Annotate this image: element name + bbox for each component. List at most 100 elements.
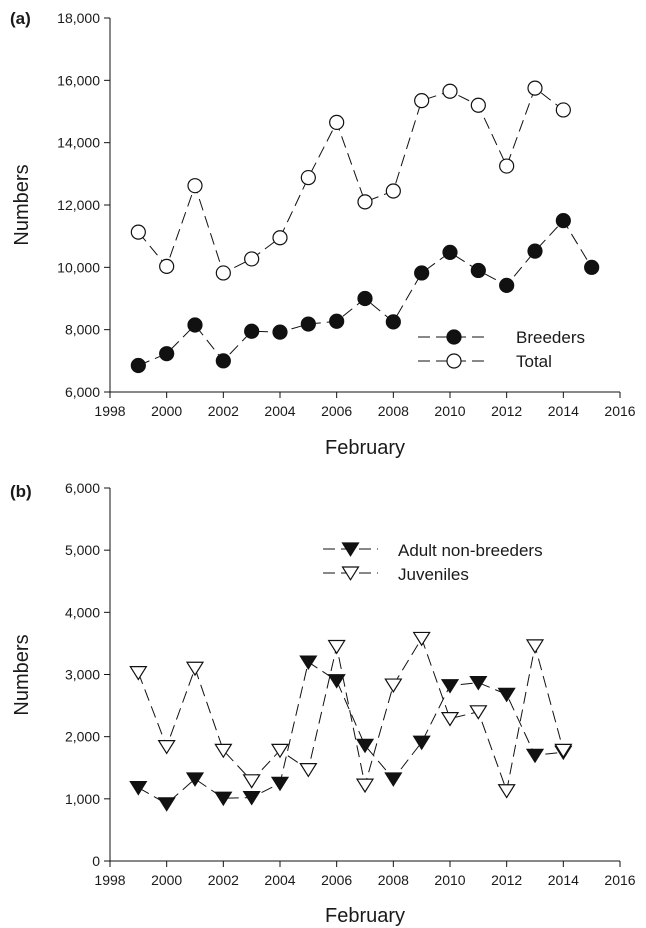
data-point-total [244, 251, 260, 267]
panel-a-y-tick-label: 6,000 [65, 384, 100, 400]
panel-b: (b) February Numbers Adult non-breeders … [10, 480, 636, 927]
series-breeders [130, 212, 600, 374]
panel-a-x-tick-label: 2012 [491, 403, 522, 419]
panel-a: (a) February Numbers Breeders Total 6,00… [10, 9, 636, 459]
panel-a-x-axis-title: February [325, 437, 405, 459]
panel-b-x-tick-label: 2000 [151, 872, 182, 888]
data-point-adult-non-breeders [185, 772, 205, 787]
data-point-juveniles [327, 639, 346, 655]
panel-b-x-tick-label: 2002 [208, 872, 239, 888]
data-point-total [357, 194, 373, 210]
data-point-total [499, 158, 515, 174]
data-point-juveniles [185, 661, 205, 677]
data-point-breeders [130, 357, 146, 374]
panel-a-y-tick-label: 18,000 [57, 10, 100, 26]
panel-a-x-tick-label: 2000 [151, 403, 182, 419]
panel-b-legend: Adult non-breeders Juveniles [323, 541, 543, 584]
data-point-juveniles [440, 712, 460, 727]
data-point-breeders [159, 346, 175, 362]
data-point-breeders [187, 317, 203, 333]
legend-label-adult-non-breeders: Adult non-breeders [398, 541, 543, 560]
data-point-adult-non-breeders [497, 687, 516, 703]
data-point-adult-non-breeders [469, 675, 488, 691]
legend-marker-juveniles [341, 566, 360, 581]
data-point-breeders [357, 290, 373, 307]
panel-b-y-tick-label: 0 [92, 853, 100, 869]
data-point-breeders [555, 212, 571, 229]
data-point-juveniles [242, 774, 261, 789]
data-point-breeders [470, 262, 486, 279]
data-point-juveniles [299, 763, 318, 778]
series-juveniles [129, 631, 573, 799]
legend-label-juveniles: Juveniles [398, 565, 469, 584]
data-point-adult-non-breeders [355, 738, 375, 754]
series-line-total [137, 87, 564, 274]
data-point-breeders [442, 244, 458, 260]
panel-a-x-tick-label: 2016 [604, 403, 635, 419]
data-point-juveniles [525, 639, 545, 654]
panel-b-y-tick-label: 2,000 [65, 729, 100, 745]
panel-b-x-axis-title: February [325, 905, 405, 927]
panel-b-y-tick-label: 4,000 [65, 604, 100, 620]
panel-a-y-tick-label: 8,000 [65, 322, 100, 338]
panel-b-label: (b) [10, 482, 32, 501]
panel-b-x-tick-label: 2014 [548, 872, 579, 888]
data-point-adult-non-breeders [412, 735, 431, 751]
data-point-total [130, 224, 146, 240]
data-point-juveniles [554, 743, 573, 759]
legend-marker-breeders [446, 329, 462, 345]
panel-a-x-tick-label: 2014 [548, 403, 579, 419]
series-adult-non-breeders [129, 655, 573, 812]
series-line-adult-non-breeders [138, 661, 564, 805]
data-point-breeders [300, 316, 316, 332]
data-point-adult-non-breeders [525, 748, 545, 764]
panel-b-x-tick-label: 2010 [434, 872, 465, 888]
data-point-adult-non-breeders [129, 781, 148, 796]
series-line-juveniles [137, 637, 564, 793]
panel-a-label: (a) [10, 9, 31, 28]
data-point-total [414, 92, 430, 109]
data-point-breeders [272, 324, 288, 340]
panel-a-legend: Breeders Total [418, 328, 585, 371]
panel-a-y-tick-label: 12,000 [57, 197, 100, 213]
data-point-total [215, 265, 231, 281]
data-point-juveniles [355, 778, 375, 794]
panel-a-y-tick-label: 16,000 [57, 72, 100, 88]
data-point-breeders [244, 323, 260, 339]
data-point-total [187, 178, 203, 194]
data-point-adult-non-breeders [440, 679, 460, 694]
data-point-total [159, 258, 175, 274]
data-point-juveniles [157, 740, 176, 755]
data-point-total [272, 230, 288, 246]
data-point-adult-non-breeders [327, 674, 346, 689]
data-point-adult-non-breeders [157, 797, 176, 812]
panel-b-x-tick-label: 1998 [94, 872, 125, 888]
data-point-breeders [215, 353, 231, 369]
data-point-adult-non-breeders [299, 655, 318, 670]
legend-marker-total [446, 353, 462, 369]
panel-b-y-tick-label: 3,000 [65, 667, 100, 683]
legend-label-total: Total [516, 352, 552, 371]
panel-a-x-tick-label: 2010 [434, 403, 465, 419]
panel-b-y-tick-label: 1,000 [65, 791, 100, 807]
data-point-breeders [329, 313, 345, 329]
panel-b-x-tick-label: 2006 [321, 872, 352, 888]
data-point-juveniles [384, 678, 403, 694]
data-point-breeders [414, 265, 430, 281]
panel-b-y-axis-title: Numbers [11, 634, 33, 715]
series-total [130, 80, 571, 281]
panel-a-x-tick-label: 2004 [264, 403, 295, 419]
data-point-total [385, 183, 401, 199]
data-point-breeders [385, 314, 401, 330]
data-point-total [300, 169, 316, 186]
panel-a-x-tick-label: 2008 [378, 403, 409, 419]
data-point-juveniles [129, 666, 148, 681]
panel-a-y-tick-label: 14,000 [57, 135, 100, 151]
data-point-total [442, 83, 458, 99]
data-point-total [555, 102, 571, 118]
data-point-total [470, 97, 486, 113]
legend-marker-adult-non-breeders [341, 542, 360, 557]
panel-b-x-tick-label: 2004 [264, 872, 295, 888]
panel-b-y-tick-label: 5,000 [65, 542, 100, 558]
